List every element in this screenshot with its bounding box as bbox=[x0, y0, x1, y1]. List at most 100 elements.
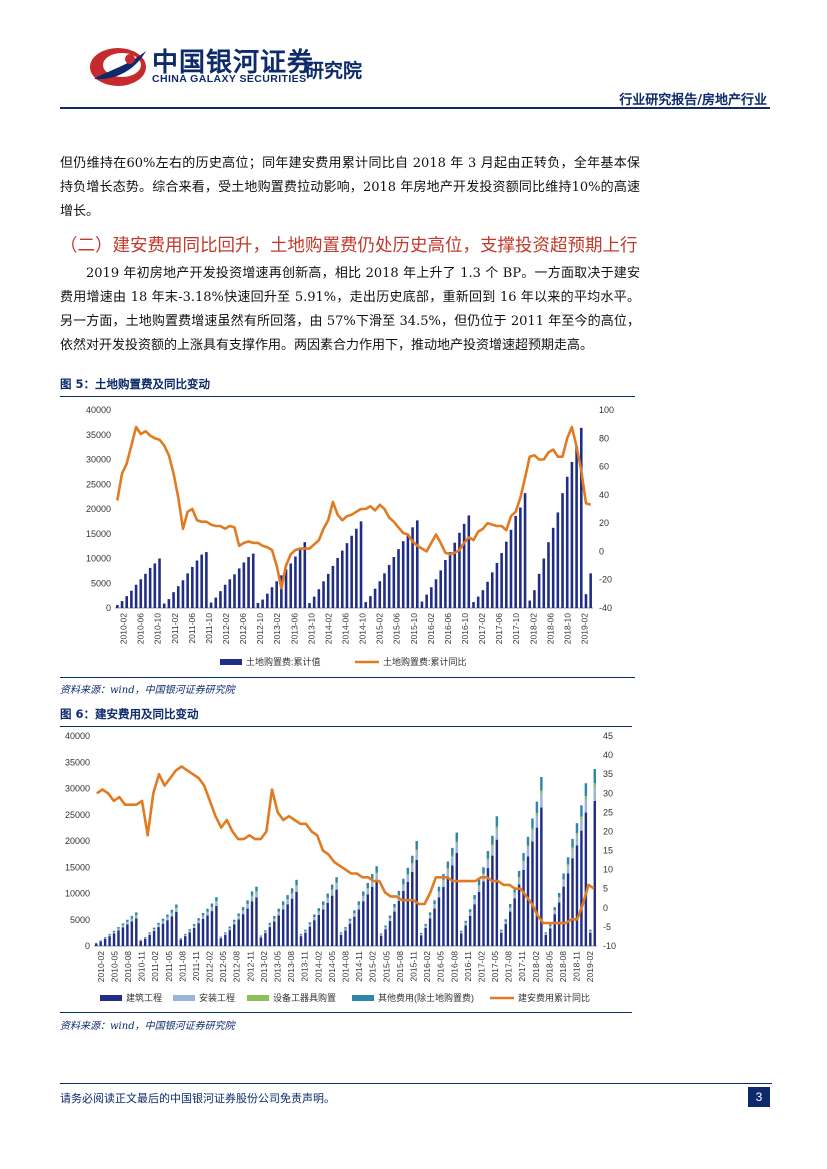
bar-equipment bbox=[451, 855, 454, 858]
bar-other-costs bbox=[557, 892, 561, 898]
bar-building-works bbox=[210, 911, 214, 946]
x-axis-tick-label: 2018-02 bbox=[528, 613, 538, 644]
bar-installation bbox=[304, 931, 307, 933]
x-axis-tick-label: 2013-06 bbox=[289, 613, 299, 644]
bar-equipment bbox=[166, 917, 169, 918]
bar-other-costs bbox=[508, 904, 512, 908]
bar-building-works bbox=[103, 938, 107, 946]
bar-building-works bbox=[379, 935, 383, 946]
bar-installation bbox=[393, 908, 396, 912]
bar-installation bbox=[460, 932, 463, 934]
bar-cumulative-value bbox=[565, 476, 569, 608]
bar-building-works bbox=[161, 923, 165, 946]
x-axis-tick-label: 2014-02 bbox=[313, 951, 323, 982]
bar-building-works bbox=[433, 908, 436, 946]
bar-building-works bbox=[268, 927, 272, 946]
bar-other-costs bbox=[219, 936, 223, 938]
bar-equipment bbox=[330, 889, 334, 891]
bar-other-costs bbox=[344, 927, 347, 929]
bar-building-works bbox=[464, 925, 467, 946]
bar-other-costs bbox=[433, 900, 436, 904]
bar-equipment bbox=[508, 907, 512, 909]
bar-installation bbox=[468, 912, 472, 916]
construction-cost-chart: 0 5000 10000 15000 20000 25000 30000 35000 40000… bbox=[65, 731, 616, 1003]
bar-building-works bbox=[232, 924, 236, 946]
bar-building-works bbox=[584, 812, 588, 946]
bar-installation bbox=[428, 915, 432, 919]
bar-equipment bbox=[442, 879, 445, 882]
bar-building-works bbox=[295, 891, 298, 946]
bar-other-costs bbox=[370, 874, 374, 880]
left-axis-tick-label: 25000 bbox=[86, 479, 111, 489]
bar-other-costs bbox=[139, 939, 142, 941]
bar-other-costs bbox=[375, 866, 378, 873]
bar-other-costs bbox=[286, 895, 289, 900]
x-axis-tick-label: 2013-05 bbox=[273, 951, 283, 982]
bar-installation bbox=[566, 866, 570, 874]
section-title: （二）建安费用同比回升，土地购置费仍处历史高位，支撑投资超预期上行 bbox=[60, 236, 638, 256]
bar-cumulative-value bbox=[336, 558, 339, 608]
bar-equipment bbox=[215, 901, 218, 903]
bar-other-costs bbox=[126, 919, 129, 922]
left-axis-tick-label: 10000 bbox=[65, 889, 90, 899]
right-axis-tick-label: 20 bbox=[603, 826, 613, 836]
bar-cumulative-value bbox=[434, 579, 438, 608]
bar-equipment bbox=[575, 832, 579, 836]
bar-cumulative-value bbox=[355, 528, 358, 608]
bar-equipment bbox=[197, 920, 200, 921]
bar-cumulative-value bbox=[275, 581, 278, 608]
x-axis-tick-label: 2014-06 bbox=[340, 613, 350, 644]
right-axis-tick-label: 40 bbox=[599, 490, 609, 500]
bar-other-costs bbox=[402, 878, 405, 885]
x-axis-tick-label: 2010-11 bbox=[137, 951, 147, 982]
bar-building-works bbox=[237, 919, 240, 946]
bar-other-costs bbox=[228, 926, 231, 929]
bar-building-works bbox=[460, 933, 463, 946]
bar-other-costs bbox=[317, 908, 321, 912]
bar-installation bbox=[259, 936, 263, 938]
bar-installation bbox=[379, 934, 383, 936]
bar-installation bbox=[339, 933, 343, 935]
bar-building-works bbox=[175, 911, 178, 946]
bar-other-costs bbox=[112, 930, 116, 932]
bar-installation bbox=[135, 915, 138, 919]
bar-cumulative-value bbox=[322, 581, 325, 608]
bar-building-works bbox=[455, 853, 459, 946]
bar-cumulative-value bbox=[519, 507, 522, 608]
bar-cumulative-value bbox=[439, 570, 442, 608]
bar-equipment bbox=[455, 841, 459, 844]
bar-other-costs bbox=[424, 923, 427, 926]
bar-other-costs bbox=[464, 920, 467, 923]
bar-installation bbox=[322, 905, 325, 910]
bar-building-works bbox=[277, 915, 280, 946]
bar-equipment bbox=[281, 904, 285, 906]
bar-installation bbox=[580, 819, 583, 831]
right-axis-tick-label: 10 bbox=[603, 865, 613, 875]
bar-cumulative-value bbox=[331, 565, 335, 608]
bar-building-works bbox=[201, 918, 205, 946]
bar-building-works bbox=[428, 918, 432, 946]
bar-cumulative-value bbox=[270, 587, 274, 608]
bar-other-costs bbox=[232, 919, 236, 922]
bar-cumulative-value bbox=[148, 567, 152, 608]
bar-building-works bbox=[317, 915, 321, 946]
bar-other-costs bbox=[517, 870, 521, 877]
bar-equipment bbox=[206, 911, 209, 913]
bar-cumulative-value bbox=[195, 560, 199, 608]
bar-other-costs bbox=[531, 818, 534, 829]
bar-other-costs bbox=[179, 938, 183, 939]
bar-building-works bbox=[184, 936, 187, 946]
right-axis-tick-label: 25 bbox=[603, 807, 613, 817]
x-axis-tick-label: 2019-02 bbox=[585, 951, 595, 982]
bar-building-works bbox=[566, 873, 570, 946]
bar-cumulative-value bbox=[364, 602, 368, 608]
bar-cumulative-value bbox=[467, 515, 471, 608]
bar-cumulative-value bbox=[158, 558, 161, 608]
bar-installation bbox=[192, 926, 196, 928]
bar-equipment bbox=[486, 858, 490, 861]
bar-installation bbox=[495, 829, 499, 840]
bar-building-works bbox=[540, 807, 543, 946]
bar-installation bbox=[437, 892, 441, 898]
left-axis-tick-label: 5000 bbox=[91, 578, 111, 588]
bar-other-costs bbox=[259, 935, 263, 937]
